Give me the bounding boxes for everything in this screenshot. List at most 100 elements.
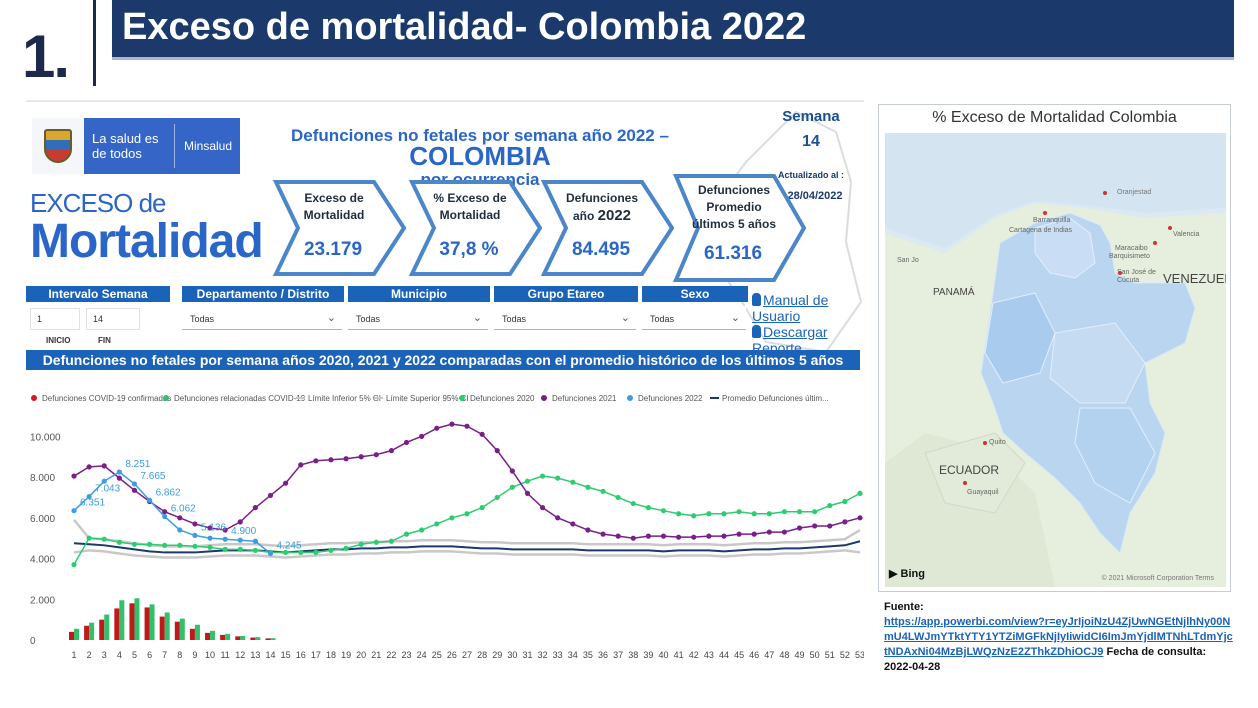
x-tick-label: 5 bbox=[132, 650, 137, 660]
data-label-2022: 4.900 bbox=[231, 526, 256, 537]
series-defunciones-2020-point bbox=[615, 494, 621, 501]
x-tick-label: 13 bbox=[250, 650, 260, 660]
series-defunciones-2022-point bbox=[101, 478, 107, 484]
x-tick-label: 44 bbox=[719, 650, 729, 660]
bar-covid-confirmadas bbox=[174, 621, 180, 640]
series-defunciones-2020-point bbox=[298, 549, 304, 556]
x-tick-label: 6 bbox=[147, 650, 152, 660]
series-defunciones-2021-point bbox=[585, 527, 591, 533]
y-tick-label: 6.000 bbox=[30, 514, 55, 525]
series-defunciones-2021-point bbox=[494, 448, 500, 454]
data-label-2022: 6.062 bbox=[171, 504, 196, 515]
x-tick-label: 47 bbox=[764, 650, 774, 660]
series-defunciones-2021-point bbox=[539, 505, 546, 511]
series-defunciones-2021-point bbox=[615, 533, 621, 539]
series-defunciones-2021-point bbox=[766, 529, 772, 535]
series-defunciones-2020-point bbox=[842, 498, 848, 505]
x-tick-label: 2 bbox=[87, 650, 92, 660]
sexo-select[interactable]: Todas ⌄ bbox=[642, 306, 746, 330]
colombia-map[interactable]: Oranjestad Barranquilla Cartagena de Ind… bbox=[885, 133, 1226, 587]
series-defunciones-2022-point bbox=[116, 469, 122, 475]
series-defunciones-2020-point bbox=[630, 500, 636, 507]
bar-covid-relacionadas bbox=[270, 638, 276, 640]
series-defunciones-2020-point bbox=[736, 509, 742, 515]
series-defunciones-2020-point bbox=[464, 511, 470, 517]
series-defunciones-2020-point bbox=[691, 513, 697, 519]
series-defunciones-2021-point bbox=[328, 457, 334, 463]
series-defunciones-2020-point bbox=[524, 478, 531, 484]
series-defunciones-2020-point bbox=[283, 549, 289, 556]
map-label-venezuela: VENEZUELA bbox=[1163, 271, 1226, 286]
series-defunciones-2021-point bbox=[71, 473, 77, 479]
x-tick-label: 53 bbox=[855, 650, 864, 660]
dashboard-title: Defunciones no fetales por semana año 20… bbox=[270, 126, 690, 190]
kpi-4-line3: últimos 5 años bbox=[691, 217, 777, 231]
series-defunciones-2021-point bbox=[343, 456, 349, 462]
series-defunciones-2021-point bbox=[736, 531, 742, 537]
map-label-barranquilla: Barranquilla bbox=[1033, 217, 1071, 224]
map-label-ecuador: ECUADOR bbox=[939, 463, 1000, 477]
chart-banner: Defunciones no fetales por semana años 2… bbox=[26, 350, 860, 370]
bar-covid-confirmadas bbox=[114, 608, 120, 640]
series-defunciones-2022-point bbox=[146, 497, 153, 503]
inicio-label: INICIO bbox=[46, 336, 71, 345]
series-defunciones-2020-point bbox=[358, 541, 364, 547]
data-label-2022: 7.665 bbox=[140, 471, 165, 482]
chevron-down-icon: ⌄ bbox=[730, 312, 740, 324]
x-tick-label: 29 bbox=[492, 650, 502, 660]
inicio-input[interactable]: 1 bbox=[30, 308, 80, 330]
updated-date: 28/04/2022 bbox=[787, 190, 843, 202]
map-label-panama: PANAMÁ bbox=[933, 287, 975, 298]
updated-label: Actualizado al : bbox=[777, 170, 844, 180]
series-defunciones-2020-point bbox=[207, 544, 213, 550]
legend-dot-5 bbox=[541, 395, 547, 401]
series-defunciones-2020-point bbox=[237, 546, 243, 552]
series-defunciones-2020-point bbox=[706, 511, 712, 517]
title-bar: Exceso de mortalidad- Colombia 2022 bbox=[112, 0, 1234, 60]
kpi-4-line2: Promedio bbox=[706, 200, 762, 214]
series-defunciones-2021-point bbox=[222, 527, 228, 533]
series-defunciones-2021-point bbox=[449, 421, 455, 427]
series-defunciones-2021-point bbox=[827, 523, 833, 529]
x-tick-label: 30 bbox=[507, 650, 517, 660]
colombia-shield-icon bbox=[32, 118, 84, 174]
x-tick-label: 35 bbox=[583, 650, 593, 660]
legend-label-2: Límite Inferior 5% CI bbox=[308, 394, 381, 403]
fin-label: FIN bbox=[98, 336, 111, 345]
kpi-2-line1: % Exceso de bbox=[433, 191, 507, 205]
series-defunciones-2020-point bbox=[570, 479, 576, 485]
series-defunciones-2021-point bbox=[645, 533, 651, 539]
series-defunciones-2021-point bbox=[570, 521, 576, 527]
source-url-link[interactable]: https://app.powerbi.com/view?r=eyJrIjoiN… bbox=[884, 616, 1233, 658]
bar-covid-relacionadas bbox=[134, 598, 140, 640]
series-defunciones-2022-point bbox=[192, 532, 198, 539]
bar-covid-confirmadas bbox=[99, 619, 105, 640]
series-defunciones-2021-point bbox=[358, 454, 364, 460]
y-tick-label: 4.000 bbox=[30, 555, 55, 566]
bar-covid-relacionadas bbox=[149, 604, 155, 640]
series-defunciones-2020-point bbox=[600, 488, 606, 494]
series-defunciones-2020-point bbox=[449, 515, 455, 521]
legend-dot-4 bbox=[459, 395, 465, 401]
departamento-select[interactable]: Todas ⌄ bbox=[182, 306, 342, 330]
series-defunciones-2021-point bbox=[660, 533, 667, 539]
chevron-down-icon: ⌄ bbox=[620, 312, 630, 324]
kpi-4-line1: Defunciones bbox=[697, 183, 770, 197]
slide-title: Exceso de mortalidad- Colombia 2022 bbox=[122, 6, 807, 48]
bar-covid-confirmadas bbox=[69, 631, 74, 640]
series-defunciones-2022-point bbox=[162, 513, 168, 520]
x-tick-label: 39 bbox=[643, 650, 653, 660]
series-defunciones-2022-point bbox=[207, 535, 213, 541]
grupo-etareo-select[interactable]: Todas ⌄ bbox=[494, 306, 636, 330]
series-defunciones-2020-point bbox=[373, 539, 379, 545]
fin-input[interactable]: 14 bbox=[86, 308, 140, 330]
series-limite-superior bbox=[73, 519, 861, 548]
series-defunciones-2021-point bbox=[162, 509, 168, 515]
bar-covid-relacionadas bbox=[179, 618, 185, 640]
week-label: Semana bbox=[782, 108, 840, 125]
exceso-logo-line1: EXCESO de bbox=[30, 188, 167, 218]
map-label-valencia: Valencia bbox=[1173, 231, 1200, 238]
series-defunciones-2021-point bbox=[131, 487, 138, 493]
manual-usuario-link[interactable]: Manual de Usuario bbox=[752, 292, 864, 324]
municipio-select[interactable]: Todas ⌄ bbox=[348, 306, 488, 330]
